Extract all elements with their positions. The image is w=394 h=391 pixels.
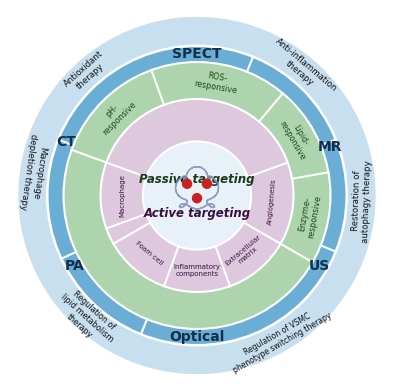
Circle shape [203, 179, 212, 188]
Text: Active targeting: Active targeting [143, 207, 251, 220]
Circle shape [17, 15, 377, 376]
Text: Macrophage
depletion therapy: Macrophage depletion therapy [19, 133, 48, 212]
Circle shape [193, 194, 201, 203]
Circle shape [182, 179, 191, 188]
Text: Extracellular
matrix: Extracellular matrix [224, 234, 266, 272]
Text: ROS-
responsive: ROS- responsive [194, 69, 240, 96]
Circle shape [47, 46, 347, 345]
Text: CT: CT [56, 135, 76, 149]
Text: Restoration of
autophagy therapy: Restoration of autophagy therapy [351, 160, 373, 243]
Text: Optical: Optical [169, 330, 225, 344]
Text: Regulation of
lipid metabolism
therapy: Regulation of lipid metabolism therapy [52, 285, 122, 352]
Text: Antioxidant
therapy: Antioxidant therapy [62, 49, 112, 97]
Circle shape [143, 142, 251, 249]
Text: Anti-inflammation
therapy: Anti-inflammation therapy [267, 37, 339, 101]
Text: Inflammatory
components: Inflammatory components [173, 264, 221, 277]
Circle shape [100, 99, 294, 292]
Text: Foam cell: Foam cell [134, 240, 164, 266]
Text: Passive targeting: Passive targeting [139, 173, 255, 186]
Text: US: US [309, 259, 330, 273]
Text: Enzyme-
responsive: Enzyme- responsive [296, 192, 323, 239]
Text: Macrophage: Macrophage [119, 174, 125, 217]
Text: Lipid-
responsive: Lipid- responsive [277, 115, 316, 162]
Text: Regulation of VSMC
phenotype switching therapy: Regulation of VSMC phenotype switching t… [226, 302, 333, 375]
Circle shape [63, 62, 331, 329]
Text: Angiogenesis: Angiogenesis [267, 179, 277, 226]
Text: pH-
responsive: pH- responsive [94, 92, 138, 137]
Text: PA: PA [65, 259, 84, 273]
Text: SPECT: SPECT [172, 47, 222, 61]
Text: MR: MR [318, 140, 342, 154]
